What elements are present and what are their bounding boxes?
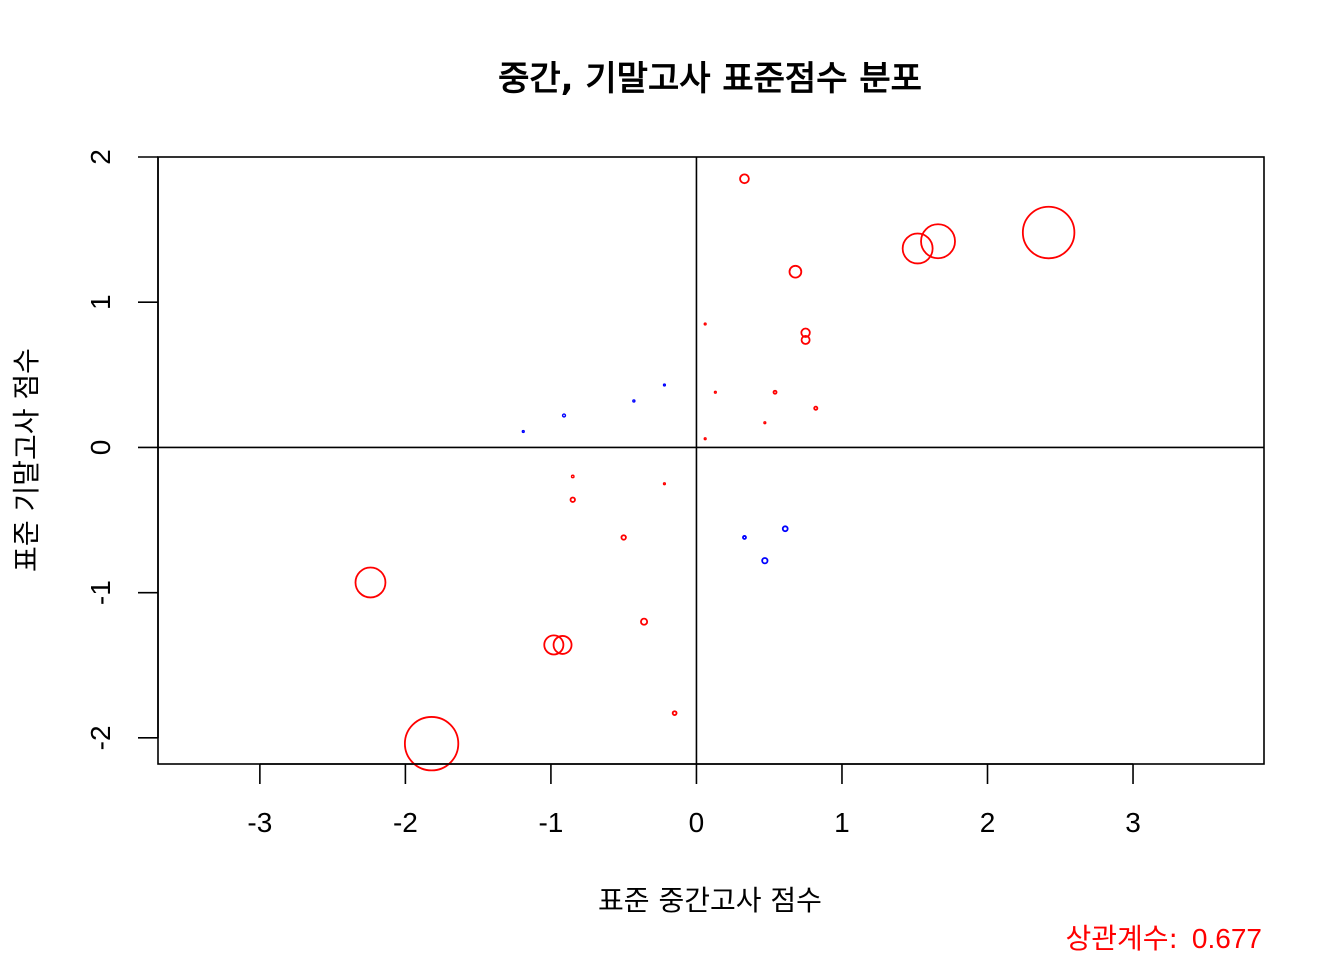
data-point [761, 557, 769, 565]
y-tick-label: 1 [85, 294, 116, 310]
correlation-label: 상관계수: [1065, 922, 1177, 955]
data-point [703, 437, 707, 441]
data-point [800, 335, 811, 345]
y-axis-label: 표준 기말고사 점수 [10, 348, 43, 572]
data-point [552, 635, 573, 655]
reference-lines [158, 157, 1264, 764]
data-point [521, 429, 525, 434]
data-point [763, 421, 767, 425]
data-point [713, 390, 717, 394]
x-tick-label: 1 [834, 807, 850, 838]
x-tick-label: -3 [247, 807, 272, 838]
x-tick-label: 0 [689, 807, 705, 838]
data-point [403, 716, 460, 772]
y-axis: -2 -1 0 1 2 [85, 149, 159, 750]
data-point [561, 413, 567, 418]
data-point [570, 474, 575, 479]
y-tick-label: 2 [85, 149, 116, 165]
data-point [620, 534, 627, 541]
plot-border [157, 156, 1265, 765]
data-point [781, 525, 789, 533]
x-tick-label: 2 [980, 807, 996, 838]
x-tick-label: 3 [1125, 807, 1141, 838]
data-point [788, 264, 803, 279]
data-point [739, 173, 750, 185]
data-point [662, 482, 667, 486]
y-tick-label: -1 [85, 580, 116, 605]
x-tick-label: -2 [393, 807, 418, 838]
x-axis-label: 표준 중간고사 점수 [598, 884, 822, 917]
data-point [543, 634, 565, 656]
data-point [569, 496, 576, 503]
data-point [671, 710, 678, 717]
data-point [632, 399, 636, 403]
data-point [640, 617, 649, 626]
y-tick-label: -2 [85, 725, 116, 750]
data-point [920, 223, 956, 260]
data-point [800, 327, 811, 338]
data-point [354, 566, 387, 599]
data-points [354, 173, 1076, 772]
data-point [742, 535, 747, 540]
data-point [703, 322, 707, 326]
x-axis: -3 -2 -1 0 1 2 3 [247, 763, 1141, 838]
x-tick-label: -1 [538, 807, 563, 838]
y-tick-label: 0 [85, 440, 116, 456]
plot-frame [157, 156, 1265, 765]
data-point [1021, 205, 1076, 260]
correlation-value: 0.677 [1192, 923, 1262, 954]
data-point [813, 405, 819, 411]
data-point [901, 232, 934, 265]
data-point [772, 389, 778, 395]
chart-title: 중간, 기말고사 표준점수 분포 [498, 59, 922, 99]
data-point [662, 383, 667, 387]
correlation-annotation: 상관계수: 0.677 [1065, 922, 1262, 955]
